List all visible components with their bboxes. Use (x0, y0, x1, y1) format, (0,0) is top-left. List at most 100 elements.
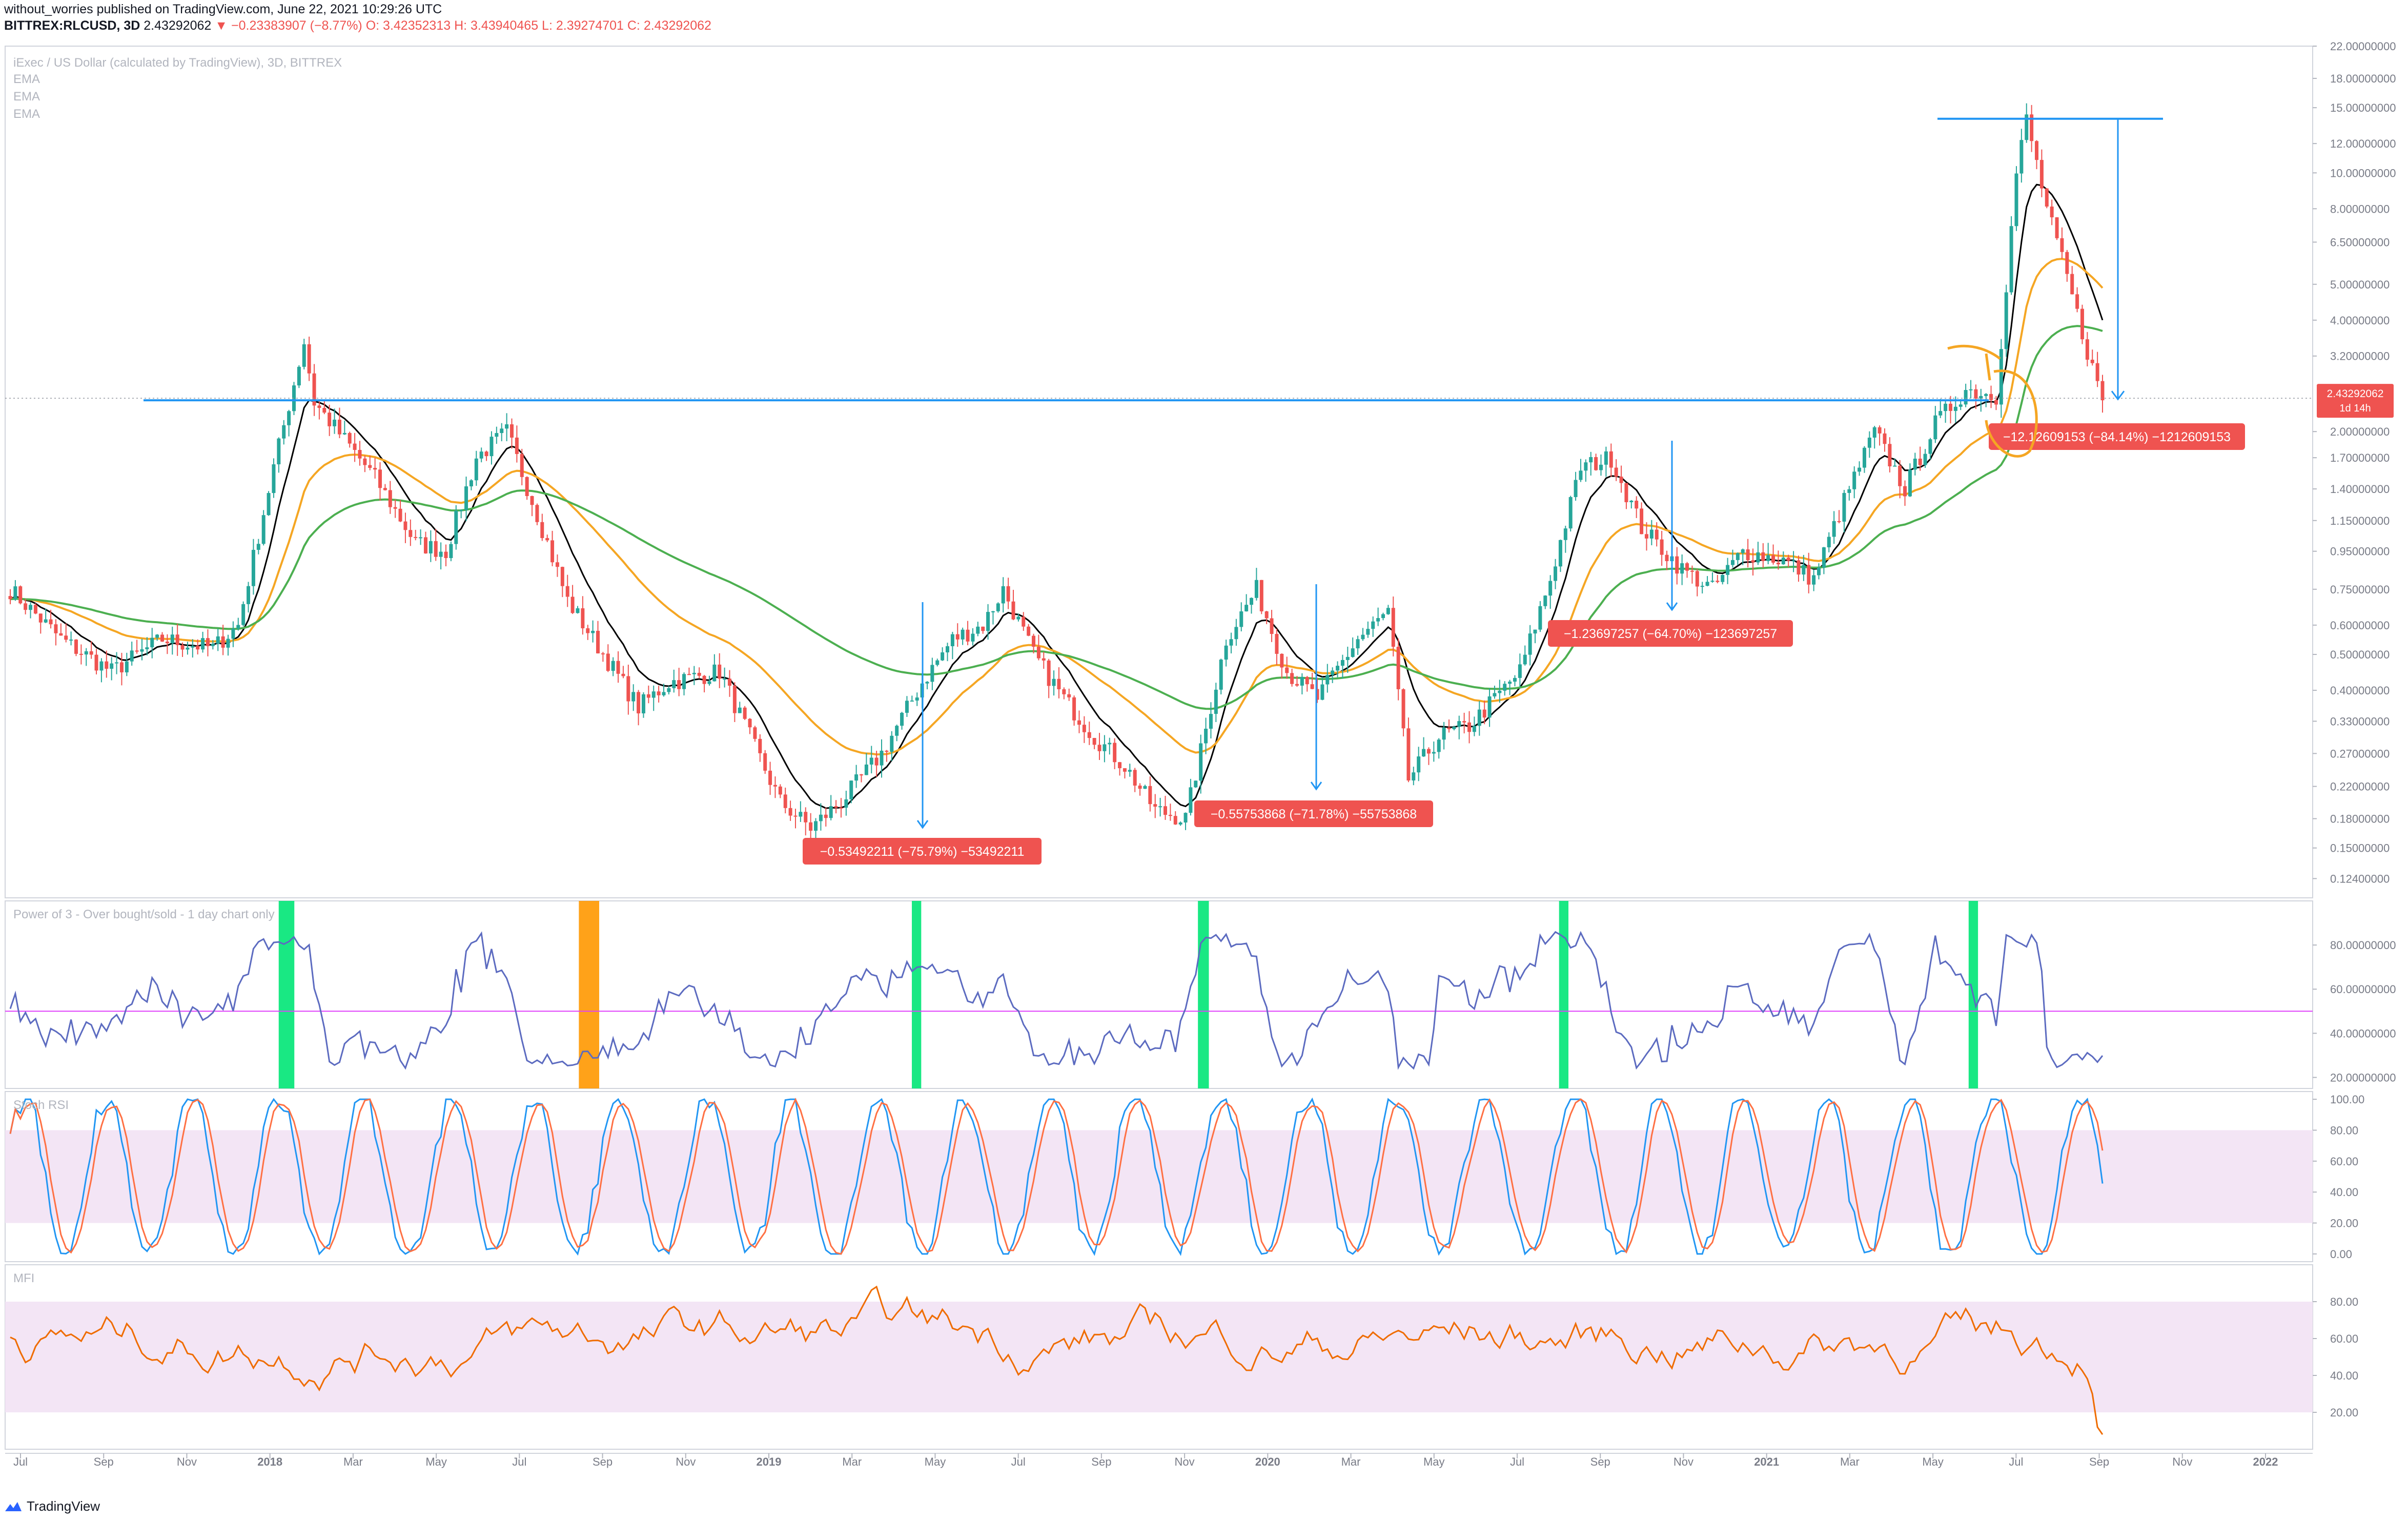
candle-body (682, 674, 686, 689)
candle-body (864, 764, 868, 775)
candle-body (839, 807, 843, 809)
candle-body (261, 515, 266, 544)
candle-body (1776, 562, 1780, 565)
candle-body (2039, 160, 2044, 189)
candle-body (637, 692, 641, 714)
candle-body (515, 437, 519, 454)
candle-body (1847, 489, 1851, 493)
candle-body (454, 510, 458, 544)
candle-body (1710, 581, 1715, 582)
mfi-band (5, 1302, 2313, 1412)
candle-body (783, 794, 787, 808)
stoch-d-line (9, 1098, 2104, 1255)
candle-body (1797, 560, 1801, 575)
candle-body (474, 458, 478, 481)
down-arrow-icon: ▼ (215, 18, 228, 33)
candle-body (479, 451, 483, 459)
candle-body (216, 636, 220, 644)
drawdown-arrow-head-icon (916, 820, 929, 829)
candle-body (910, 701, 914, 702)
candle-body (24, 603, 28, 610)
candle-body (419, 537, 423, 539)
candle-body (247, 586, 251, 604)
candle-body (2025, 114, 2029, 140)
candle-body (859, 774, 863, 776)
candle-body (1548, 581, 1553, 596)
candle-body (1234, 627, 1238, 640)
candle-body (1345, 656, 1350, 660)
osc-tick-label: 60.00 (2330, 1332, 2358, 1345)
candle-body (398, 508, 402, 522)
candle-body (1315, 689, 1319, 700)
candle-body (226, 639, 230, 648)
candle-body (1239, 611, 1243, 627)
candle-body (206, 638, 210, 646)
measure-label-box[interactable] (1194, 800, 1433, 827)
time-tick-label: Sep (2089, 1455, 2109, 1468)
measure-label-box[interactable] (1548, 620, 1793, 647)
candle-body (2009, 226, 2013, 293)
candle-body (1173, 816, 1177, 825)
candle-body (191, 646, 195, 648)
candle-body (1913, 459, 1917, 470)
candle-body (1254, 580, 1258, 598)
measure-label-box[interactable] (1989, 423, 2245, 450)
candle-body (874, 757, 879, 766)
candle-body (1250, 598, 1254, 605)
candle-body (1092, 738, 1096, 745)
measure-label-box[interactable] (803, 838, 1042, 865)
candle-body (342, 433, 346, 435)
candle-body (1802, 565, 1806, 575)
candle-body (1371, 621, 1375, 629)
candle-body (1842, 492, 1846, 522)
candle-body (1356, 639, 1360, 649)
candle-body (1558, 540, 1562, 567)
candle-body (1878, 427, 1882, 434)
candle-body (145, 647, 149, 649)
candle-body (718, 664, 722, 679)
osc-tick-label: 80.00 (2330, 1295, 2358, 1308)
candle-body (1984, 394, 1988, 396)
candle-body (439, 551, 443, 557)
candle-body (509, 424, 514, 438)
time-tick-label: May (925, 1455, 946, 1468)
candle-body (1336, 666, 1340, 671)
ema-legend-entry: EMA (13, 72, 40, 86)
candle-body (738, 707, 742, 713)
price-tick-label: 0.95000000 (2330, 545, 2390, 558)
candle-body (383, 488, 387, 490)
candle-body (297, 366, 301, 386)
time-tick-label: Jul (512, 1455, 526, 1468)
price-change: −0.23383907 (−8.77%) (231, 18, 362, 33)
candle-body (89, 651, 93, 655)
candle-body (1487, 696, 1492, 718)
candle-body (1730, 560, 1734, 565)
tradingview-logo[interactable]: TradingView (4, 1498, 100, 1514)
candle-body (282, 425, 286, 439)
candle-body (378, 469, 382, 488)
candle-body (1148, 786, 1152, 805)
candle-body (1812, 575, 1816, 585)
candle-body (2019, 140, 2024, 174)
candle-body (809, 822, 813, 831)
time-tick-label: Mar (842, 1455, 862, 1468)
candle-body (1097, 745, 1101, 751)
candle-body (596, 630, 600, 653)
candle-body (1361, 634, 1365, 640)
candle-body (1604, 451, 1608, 465)
time-tick-label: 2019 (757, 1455, 782, 1468)
candle-body (1523, 654, 1527, 665)
candle-body (1290, 673, 1294, 684)
candle-body (2065, 252, 2069, 274)
candle-body (550, 540, 555, 563)
candle-body (915, 697, 919, 701)
candle-body (1052, 678, 1056, 686)
candle-body (1219, 660, 1223, 690)
time-tick-label: Mar (343, 1455, 363, 1468)
candle-body (591, 630, 595, 633)
candle-body (1695, 571, 1699, 587)
time-tick-label: May (425, 1455, 447, 1468)
candle-body (1614, 467, 1618, 477)
candle-body (1426, 749, 1431, 754)
